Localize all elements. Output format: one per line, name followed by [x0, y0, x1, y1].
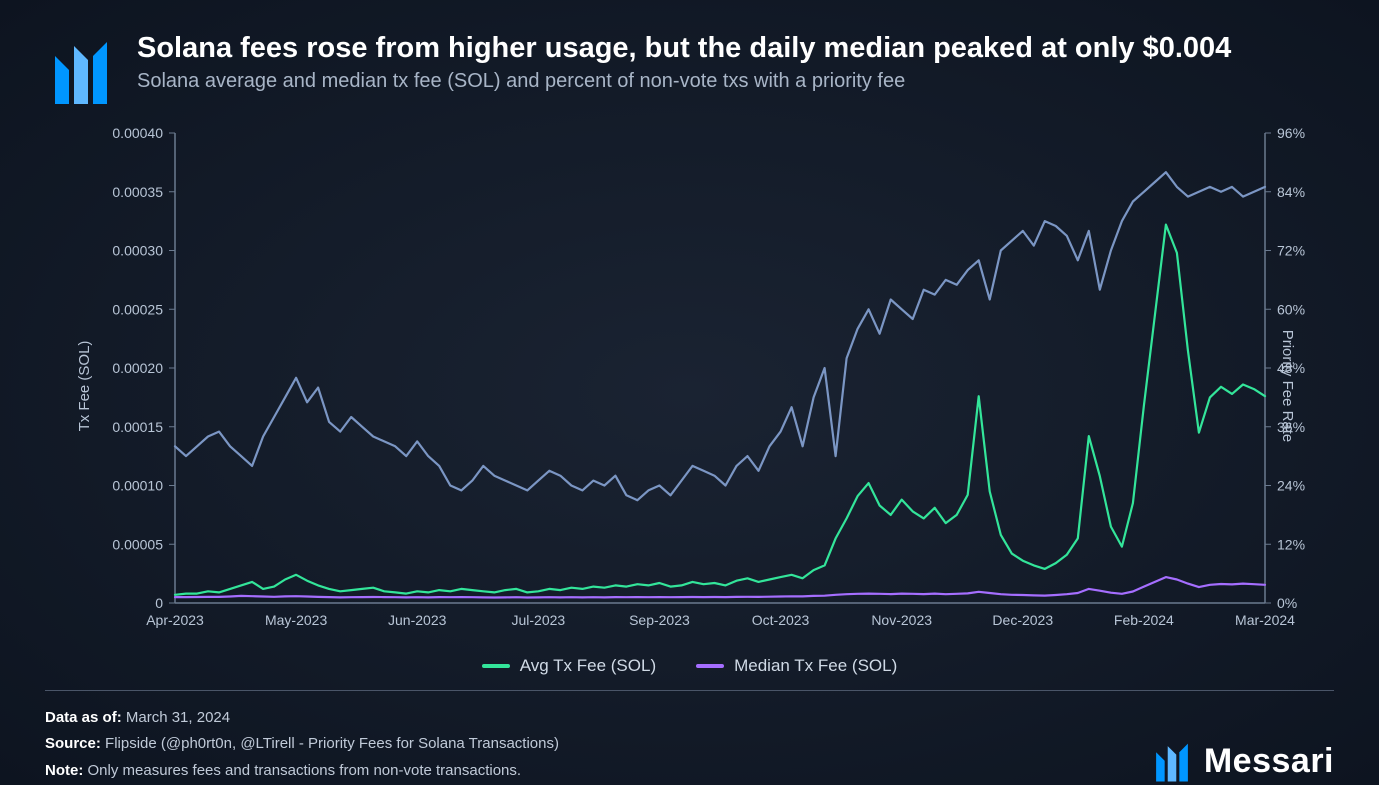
- footer-brand: Messari: [1150, 740, 1334, 784]
- source-label: Source:: [45, 735, 101, 752]
- chart-area: Tx Fee (SOL) Priority Fee Rate 00.000050…: [45, 123, 1334, 648]
- legend-item-avg: Avg Tx Fee (SOL): [482, 656, 656, 676]
- y-axis-left-label: Tx Fee (SOL): [76, 340, 93, 431]
- svg-text:0.00035: 0.00035: [112, 184, 163, 200]
- note-label: Note:: [45, 762, 83, 779]
- svg-text:Jul-2023: Jul-2023: [511, 612, 565, 628]
- svg-text:Oct-2023: Oct-2023: [752, 612, 810, 628]
- svg-text:Nov-2023: Nov-2023: [871, 612, 932, 628]
- svg-text:0.00030: 0.00030: [112, 243, 163, 259]
- messari-logo-icon: [45, 36, 117, 113]
- legend-label: Avg Tx Fee (SOL): [520, 656, 656, 676]
- svg-text:0.00040: 0.00040: [112, 125, 163, 141]
- header: Solana fees rose from higher usage, but …: [45, 30, 1334, 113]
- svg-text:0.00010: 0.00010: [112, 478, 163, 494]
- svg-text:0.00005: 0.00005: [112, 536, 163, 552]
- svg-text:Feb-2024: Feb-2024: [1114, 612, 1174, 628]
- chart-svg: 0 0.00005 0.00010 0.00015 0.00020 0.00025 0.00…: [45, 123, 1335, 643]
- note-value: Only measures fees and transactions from…: [88, 762, 522, 779]
- legend-swatch: [482, 664, 510, 668]
- chart-subtitle: Solana average and median tx fee (SOL) a…: [137, 70, 1334, 93]
- svg-text:Apr-2023: Apr-2023: [146, 612, 204, 628]
- legend-swatch: [696, 664, 724, 668]
- legend-label: Median Tx Fee (SOL): [734, 656, 897, 676]
- data-as-of-label: Data as of:: [45, 709, 122, 726]
- y-axis-right-label: Priority Fee Rate: [1279, 329, 1296, 442]
- data-as-of-value: March 31, 2024: [126, 709, 230, 726]
- svg-text:0: 0: [155, 595, 163, 611]
- svg-text:72%: 72%: [1277, 243, 1305, 259]
- svg-text:84%: 84%: [1277, 184, 1305, 200]
- legend: Avg Tx Fee (SOL) Median Tx Fee (SOL): [45, 656, 1334, 676]
- svg-text:96%: 96%: [1277, 125, 1305, 141]
- svg-text:24%: 24%: [1277, 478, 1305, 494]
- svg-text:0.00020: 0.00020: [112, 360, 163, 376]
- svg-text:0.00025: 0.00025: [112, 301, 163, 317]
- svg-text:Mar-2024: Mar-2024: [1235, 612, 1295, 628]
- chart-title: Solana fees rose from higher usage, but …: [137, 30, 1334, 66]
- svg-text:12%: 12%: [1277, 536, 1305, 552]
- source-value: Flipside (@ph0rt0n, @LTirell - Priority …: [105, 735, 559, 752]
- brand-name: Messari: [1204, 742, 1334, 781]
- svg-text:Dec-2023: Dec-2023: [992, 612, 1053, 628]
- svg-text:60%: 60%: [1277, 301, 1305, 317]
- svg-text:May-2023: May-2023: [265, 612, 327, 628]
- svg-text:0%: 0%: [1277, 595, 1297, 611]
- svg-text:0.00015: 0.00015: [112, 419, 163, 435]
- svg-text:Sep-2023: Sep-2023: [629, 612, 690, 628]
- svg-text:Jun-2023: Jun-2023: [388, 612, 447, 628]
- legend-item-median: Median Tx Fee (SOL): [696, 656, 897, 676]
- footer-text: Data as of: March 31, 2024 Source: Flips…: [45, 705, 559, 784]
- messari-logo-icon: [1150, 740, 1194, 784]
